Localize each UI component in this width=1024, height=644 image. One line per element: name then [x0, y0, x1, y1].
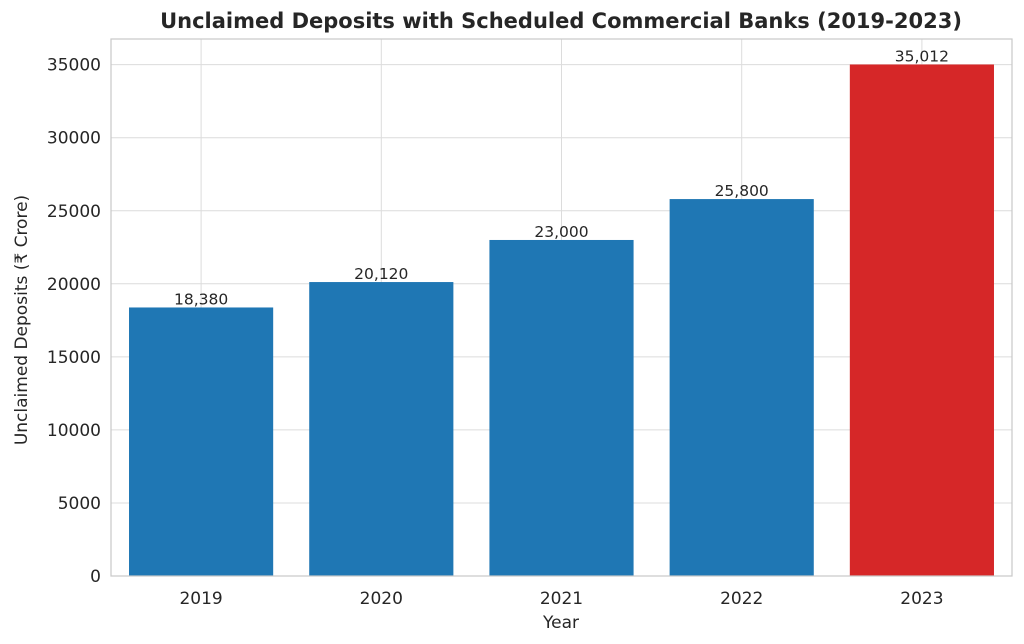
data-label-2019: 18,380	[174, 290, 228, 308]
x-tick-label: 2022	[720, 589, 763, 609]
y-tick-label: 5000	[58, 494, 101, 514]
bar-2019	[129, 307, 274, 576]
chart-title: Unclaimed Deposits with Scheduled Commer…	[160, 9, 962, 33]
y-tick-label: 35000	[47, 56, 101, 76]
y-tick-label: 15000	[47, 348, 101, 368]
x-axis-ticks: 2019 2020 2021 2022 2023	[179, 589, 943, 609]
y-tick-label: 0	[90, 567, 101, 587]
bar-2022	[669, 199, 814, 577]
x-axis-label: Year	[542, 613, 579, 633]
data-label-2021: 23,000	[534, 223, 588, 241]
data-label-2023: 35,012	[895, 47, 949, 65]
data-labels: 18,380 20,120 23,000 25,800 35,012	[174, 47, 949, 308]
bars	[129, 64, 994, 577]
y-axis-label: Unclaimed Deposits (₹ Crore)	[12, 195, 32, 445]
data-label-2020: 20,120	[354, 265, 408, 283]
y-tick-label: 20000	[47, 275, 101, 295]
x-tick-label: 2019	[179, 589, 222, 609]
bar-2023	[849, 64, 994, 577]
y-tick-label: 10000	[47, 421, 101, 441]
y-axis-ticks: 0 5000 10000 15000 20000 25000 30000 35000	[47, 56, 101, 587]
y-tick-label: 25000	[47, 202, 101, 222]
x-tick-label: 2021	[540, 589, 583, 609]
data-label-2022: 25,800	[715, 182, 769, 200]
bar-2020	[309, 282, 454, 576]
plot-frame	[110, 38, 1013, 577]
bar-2021	[489, 239, 634, 576]
y-tick-label: 30000	[47, 129, 101, 149]
x-tick-label: 2020	[360, 589, 403, 609]
x-tick-label: 2023	[900, 589, 943, 609]
